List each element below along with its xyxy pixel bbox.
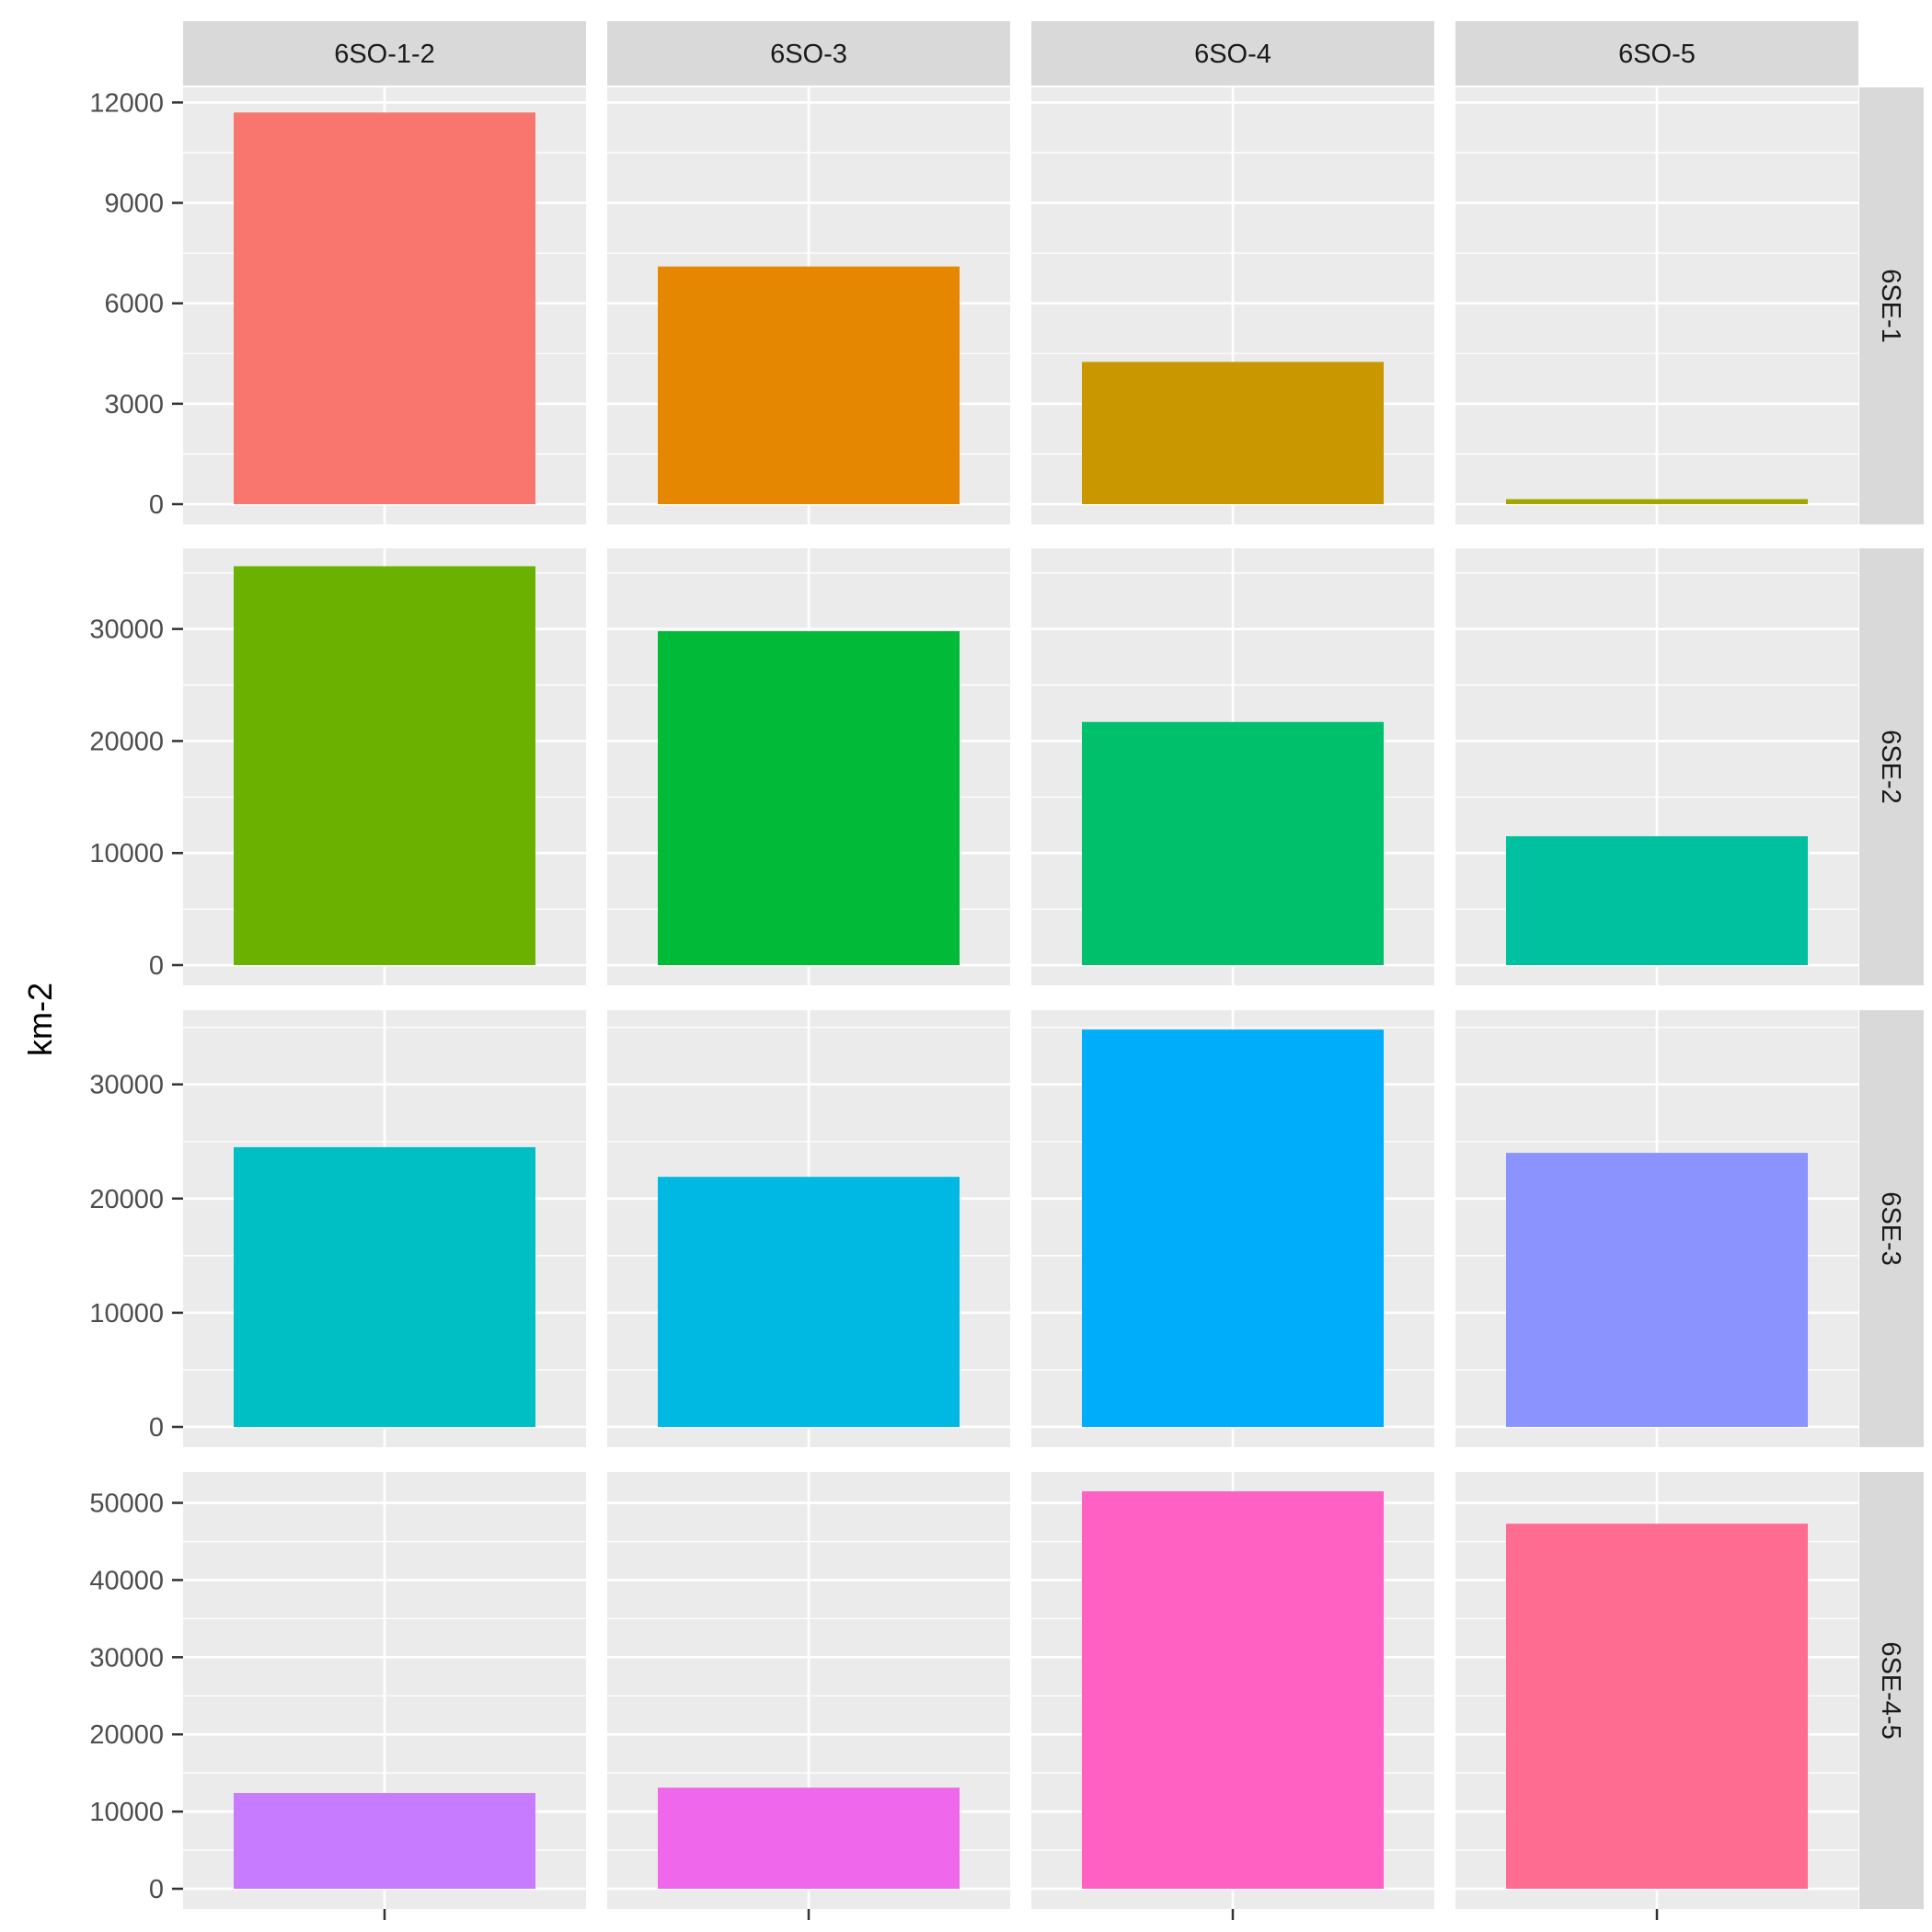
column-strip (1031, 21, 1434, 86)
y-tick-label: 0 (149, 1413, 164, 1443)
y-tick-label: 20000 (89, 727, 164, 756)
y-tick-label: 30000 (89, 1643, 164, 1673)
bar (1506, 1524, 1808, 1889)
bar (234, 1792, 535, 1889)
y-tick-label: 20000 (89, 1720, 164, 1750)
row-strip-label: 6SE-4-5 (1876, 1641, 1905, 1739)
bar (658, 266, 960, 504)
row-strip-label: 6SE-3 (1876, 1191, 1905, 1266)
bar (658, 631, 960, 965)
row-strip (1859, 87, 1924, 524)
facet-panel (607, 1472, 1010, 1909)
y-tick-label: 10000 (89, 1798, 164, 1827)
y-tick-label: 0 (149, 490, 164, 520)
y-tick-label: 10000 (89, 1299, 164, 1328)
facet-panel (607, 548, 1010, 985)
column-strip-label: 6SO-4 (1194, 40, 1271, 69)
y-tick-label: 6000 (104, 290, 164, 319)
row-strip (1859, 1010, 1924, 1447)
row-strip (1859, 548, 1924, 985)
facet-panel (1031, 87, 1434, 524)
y-tick-label: 50000 (89, 1489, 164, 1519)
column-strip (183, 21, 586, 86)
bar (1082, 1490, 1384, 1889)
y-tick-label: 30000 (89, 615, 164, 645)
facet-panel (1455, 87, 1858, 524)
y-tick-label: 40000 (89, 1566, 164, 1595)
facet-grid: 6SO-1-2 6SO-3 6SO-4 6SO-5 6SE-1 0 3000 6000 9000… (89, 21, 1924, 1920)
bar (1506, 1153, 1808, 1427)
bar (234, 112, 535, 504)
bar (1082, 362, 1384, 504)
facet-panel (183, 548, 586, 985)
y-tick-label: 12000 (89, 88, 164, 118)
bar (1506, 835, 1808, 965)
column-strip (607, 21, 1010, 86)
column-strip-label: 6SO-5 (1618, 40, 1696, 69)
column-strip-label: 6SO-1-2 (334, 40, 435, 69)
facet-panel (183, 1472, 586, 1909)
y-tick-label: 20000 (89, 1185, 164, 1214)
facet-panel (607, 87, 1010, 524)
facet-panel (183, 1010, 586, 1447)
y-tick-label: 9000 (104, 190, 164, 219)
row-strip-label: 6SE-2 (1876, 730, 1905, 804)
y-tick-label: 10000 (89, 839, 164, 868)
column-strip (1455, 21, 1858, 86)
facet-panel (183, 87, 586, 524)
y-axis-title: km-2 (21, 983, 59, 1056)
bar (1082, 721, 1384, 965)
facet-panel (607, 1010, 1010, 1447)
y-tick-label: 0 (149, 1875, 164, 1904)
y-tick-label: 30000 (89, 1071, 164, 1100)
facet-panel (1455, 1010, 1858, 1447)
facet-panel (1031, 1010, 1434, 1447)
bar (234, 1146, 535, 1427)
facet-panel (1455, 548, 1858, 985)
bar (1082, 1029, 1384, 1427)
column-strip-label: 6SO-3 (770, 40, 847, 69)
facet-panel (1031, 1472, 1434, 1909)
y-tick-label: 3000 (104, 390, 164, 420)
row-strip-label: 6SE-1 (1876, 269, 1905, 343)
y-tick-label: 0 (149, 951, 164, 981)
bar (1506, 499, 1808, 504)
facet-panel (1031, 548, 1434, 985)
bar (234, 566, 535, 965)
row-strip (1859, 1472, 1924, 1909)
bar (658, 1788, 960, 1889)
bar (658, 1177, 960, 1427)
facet-panel (1455, 1472, 1858, 1909)
